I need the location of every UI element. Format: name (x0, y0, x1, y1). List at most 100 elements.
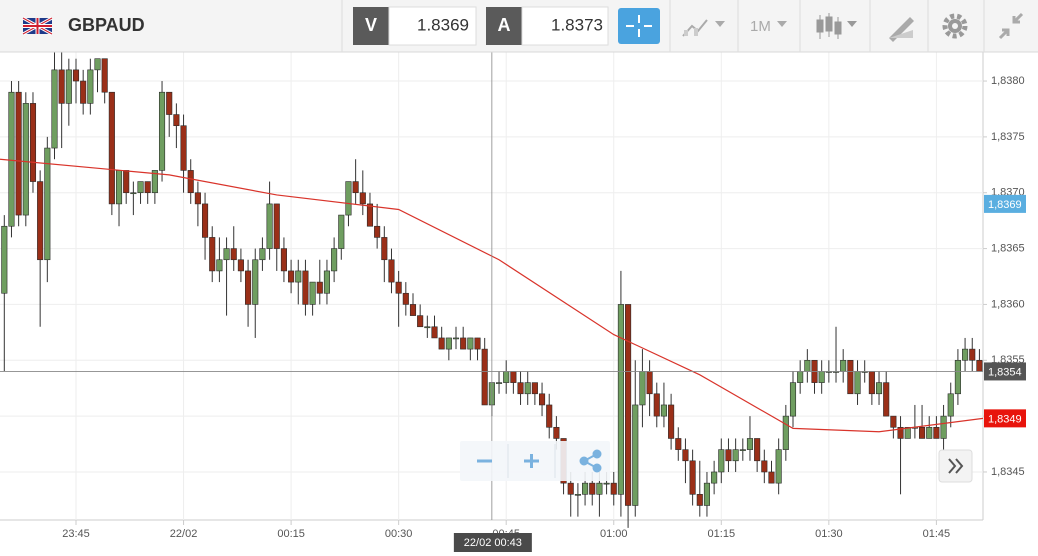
candle-body (553, 426, 560, 439)
candle-body (883, 382, 890, 417)
crosshair-time-box (453, 533, 532, 552)
candle-body (366, 203, 374, 227)
bid-button[interactable] (353, 7, 389, 45)
candle-body (460, 337, 467, 350)
candle-body (202, 203, 209, 238)
candle-body (524, 382, 531, 395)
x-tick-label: 01:15 (708, 528, 736, 540)
candle-body (517, 382, 524, 395)
candle-body (338, 214, 345, 249)
draw-button[interactable] (889, 17, 914, 42)
candle-body (926, 426, 933, 439)
chart-type-button[interactable] (682, 19, 725, 37)
candle-body (223, 248, 230, 261)
candle-body (746, 438, 754, 450)
candle-body (675, 438, 682, 450)
candle-body (947, 393, 954, 417)
price-label-box (984, 409, 1026, 428)
price-label: 1,8354 (988, 366, 1022, 378)
candle-body (352, 181, 359, 194)
scroll-end-button[interactable] (938, 449, 973, 483)
candle-body (87, 69, 94, 104)
moving-average (0, 158, 984, 433)
candle-body (754, 438, 761, 462)
crosshair-button[interactable] (618, 8, 660, 44)
candle-body (782, 415, 789, 450)
candle-body (976, 359, 983, 372)
y-tick-label: 1,8360 (991, 298, 1025, 310)
candle-body (137, 181, 144, 194)
candle-body (481, 348, 488, 406)
share[interactable] (579, 449, 602, 473)
candle-body (589, 482, 596, 495)
candle-type-button[interactable] (816, 13, 857, 39)
candle-body (402, 292, 409, 305)
x-tick-label: 22/02 (170, 528, 198, 540)
candle-body (22, 103, 29, 216)
candle-body (123, 170, 130, 194)
collapse-button[interactable] (998, 12, 1024, 40)
candle-body (323, 270, 330, 294)
candle-body (388, 259, 395, 283)
candle-body (818, 371, 825, 383)
x-tick-label: 01:30 (815, 528, 843, 540)
candle-body (617, 304, 624, 495)
candle-body (875, 382, 883, 395)
zoom-in[interactable] (524, 454, 539, 468)
candle-body (962, 348, 969, 361)
candle-body (625, 304, 632, 506)
candle-body (467, 337, 474, 350)
candle-body (158, 91, 166, 171)
candle-body (703, 482, 711, 506)
candle-body (919, 426, 926, 439)
timeframe[interactable]: 1M (750, 18, 771, 35)
settings-button[interactable] (942, 13, 968, 39)
candle-body (15, 91, 22, 216)
candle-body (711, 471, 718, 484)
y-tick-label: 1,8365 (991, 242, 1025, 254)
candle-body (58, 69, 65, 104)
candle-body (115, 170, 123, 205)
candle-body (531, 382, 538, 395)
candle-body (897, 426, 904, 439)
candle-body (854, 371, 861, 395)
crosshair-icon (626, 15, 652, 37)
bid-price: 1.8369 (417, 15, 469, 34)
candle-body (610, 482, 617, 495)
candle-body (331, 248, 338, 272)
candle-body (65, 69, 72, 104)
bid-box (388, 6, 477, 46)
candle-body (445, 337, 452, 350)
candle-body (890, 415, 897, 428)
candle-body (424, 326, 431, 329)
candle-body (495, 382, 503, 384)
candle-body (732, 449, 739, 462)
candle-body (187, 170, 194, 194)
candle-body (209, 237, 216, 272)
candle-body (775, 449, 782, 484)
x-tick-label: 01:45 (923, 528, 951, 540)
candle-body (266, 203, 273, 249)
candle-body (868, 371, 875, 395)
candle-body (237, 259, 244, 272)
candle-body (94, 58, 101, 71)
candle-body (739, 449, 746, 451)
candle-body (904, 426, 911, 439)
candle-body (381, 237, 388, 261)
ask-button[interactable] (486, 7, 522, 45)
candle-body (144, 181, 151, 194)
zoom-controls (460, 441, 610, 481)
candle-body (431, 326, 438, 339)
symbol: GBPAUD (68, 15, 145, 35)
candle-body (166, 91, 173, 115)
candle-body (954, 359, 961, 395)
candle-body (130, 192, 137, 195)
candle-body (374, 225, 381, 238)
crosshair-time: 22/02 00:43 (464, 537, 522, 549)
candle-body (44, 147, 51, 261)
candle-body (725, 449, 732, 462)
candle-body (538, 393, 546, 406)
candle-body (108, 91, 115, 205)
candle-body (259, 248, 266, 261)
